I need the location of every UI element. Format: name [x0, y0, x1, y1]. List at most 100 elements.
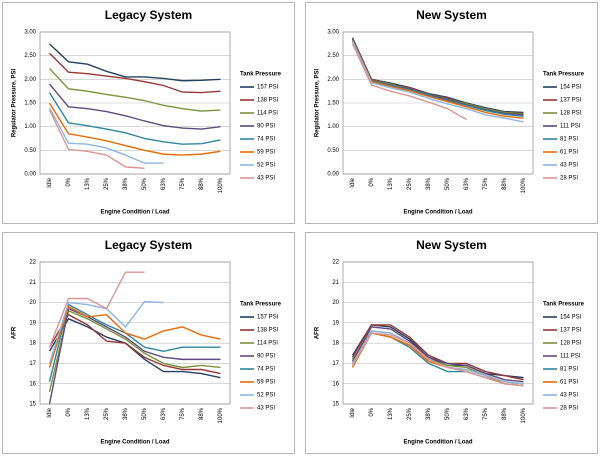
x-tick-label: 50% [445, 177, 451, 190]
y-axis-label: Regulator Pressure, PSI [315, 68, 321, 137]
y-tick-label: 22 [332, 260, 339, 266]
legend-label: 128 PSI [560, 341, 582, 347]
y-tick-label: 19 [332, 320, 339, 326]
series-line [351, 43, 467, 121]
x-tick-label: 75% [483, 177, 489, 190]
legend-label: 74 PSI [257, 367, 275, 373]
x-tick-label: 88% [502, 407, 508, 420]
legend-title: Tank Pressure [240, 302, 282, 308]
x-tick-label: Idle [350, 177, 356, 187]
series-line [351, 324, 524, 381]
x-axis-label: Engine Condition / Load [101, 440, 170, 446]
x-tick-label: Idle [47, 407, 53, 417]
series-line [351, 40, 524, 119]
legend-label: 137 PSI [560, 98, 582, 104]
series-line [48, 271, 145, 348]
series-line [351, 332, 524, 387]
x-tick-label: 63% [464, 407, 470, 420]
x-tick-label: 63% [161, 407, 167, 420]
series-line [48, 305, 221, 368]
legend-label: 157 PSI [257, 85, 279, 91]
x-tick-label: 13% [85, 407, 91, 420]
y-tick-label: 16 [332, 381, 339, 387]
plot-frame [342, 261, 534, 405]
chart-panel: Legacy System 0.00 0.50 1.00 1.50 2.00 2.50 3.0… [2, 2, 295, 224]
series-line [48, 67, 221, 112]
legend-label: 90 PSI [257, 124, 275, 130]
x-tick-label: 38% [123, 407, 129, 420]
series-line [48, 102, 221, 156]
y-tick-label: 21 [332, 280, 339, 286]
legend-label: 43 PSI [560, 163, 578, 169]
x-tick-label: 100% [521, 177, 527, 193]
chart-panel: New System 0.00 0.50 1.00 1.50 2.00 2.50 3.00 Id… [305, 2, 598, 224]
legend-label: 154 PSI [560, 85, 582, 91]
y-tick-label: 2.50 [24, 53, 36, 59]
legend-title: Tank Pressure [240, 72, 282, 78]
y-tick-label: 19 [29, 320, 36, 326]
legend-title: Tank Pressure [543, 302, 585, 308]
series-line [48, 109, 145, 170]
series-line [351, 326, 524, 383]
legend-label: 28 PSI [560, 176, 578, 182]
x-tick-label: 50% [142, 177, 148, 190]
legend-label: 128 PSI [560, 111, 582, 117]
legend-label: 52 PSI [257, 393, 275, 399]
x-tick-label: 88% [199, 177, 205, 190]
series-line [48, 83, 221, 130]
series-line [48, 92, 221, 145]
y-tick-label: 1.00 [24, 124, 36, 130]
y-tick-label: 22 [29, 260, 36, 266]
x-tick-label: Idle [47, 177, 53, 187]
legend-label: 59 PSI [257, 150, 275, 156]
y-tick-label: 17 [332, 361, 339, 367]
series-line [48, 307, 221, 405]
y-tick-label: 18 [332, 341, 339, 347]
legend-label: 43 PSI [257, 176, 275, 182]
chart-panel: Legacy System 15 16 17 18 19 20 21 22 Idle 0% 13% 25… [2, 232, 295, 454]
legend-label: 81 PSI [560, 137, 578, 143]
chart-title: New System [416, 238, 487, 252]
y-tick-label: 0.50 [24, 148, 36, 154]
y-tick-label: 21 [29, 280, 36, 286]
x-tick-label: 0% [369, 177, 375, 186]
x-tick-label: 38% [123, 177, 129, 190]
legend-label: 28 PSI [560, 406, 578, 412]
x-tick-label: 63% [161, 177, 167, 190]
x-tick-label: 25% [407, 407, 413, 420]
x-axis-label: Engine Condition / Load [404, 440, 473, 446]
x-tick-label: 50% [142, 407, 148, 420]
series-line [48, 313, 221, 375]
plot-frame [39, 261, 231, 405]
legend-label: 154 PSI [560, 315, 582, 321]
legend-label: 157 PSI [257, 315, 279, 321]
series-line [351, 324, 524, 379]
chart-title: New System [416, 8, 487, 22]
x-tick-label: 75% [180, 407, 186, 420]
legend-label: 138 PSI [257, 328, 279, 334]
legend-label: 111 PSI [560, 354, 581, 360]
y-tick-label: 2.50 [327, 53, 339, 59]
series-line [49, 43, 221, 82]
series-line [351, 332, 524, 387]
x-axis-label: Engine Condition / Load [404, 210, 473, 216]
y-tick-label: 15 [29, 402, 36, 408]
y-tick-label: 1.00 [327, 124, 339, 130]
plot-frame [342, 31, 534, 175]
legend-label: 138 PSI [257, 98, 279, 104]
y-tick-label: 20 [332, 300, 339, 306]
y-tick-label: 18 [29, 341, 36, 347]
legend-label: 90 PSI [257, 354, 275, 360]
x-tick-label: 100% [218, 177, 224, 193]
series-line [351, 41, 524, 123]
x-tick-label: 88% [199, 407, 205, 420]
legend-label: 59 PSI [257, 380, 275, 386]
legend-label: 114 PSI [257, 341, 278, 347]
y-tick-label: 15 [332, 402, 339, 408]
legend-label: 52 PSI [257, 163, 275, 169]
series-line [48, 309, 221, 392]
y-tick-label: 0.00 [24, 172, 36, 178]
legend-label: 61 PSI [560, 380, 578, 386]
